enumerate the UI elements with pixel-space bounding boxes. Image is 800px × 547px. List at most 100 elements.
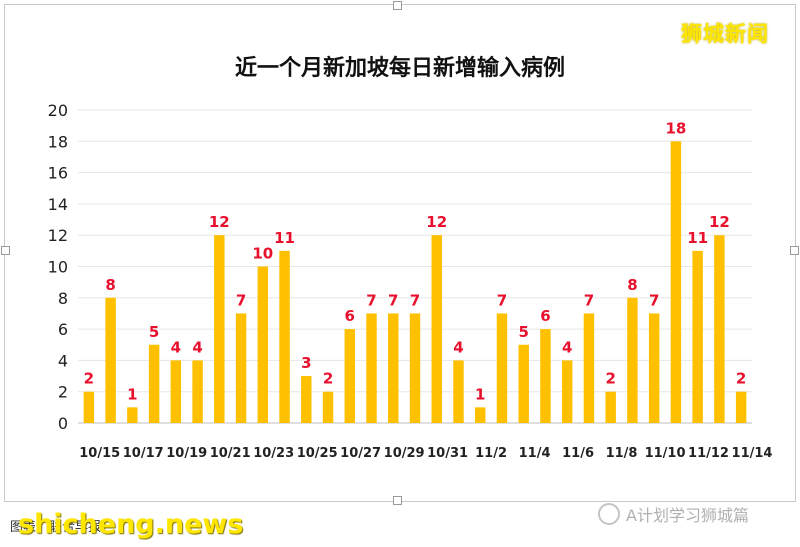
resize-handle-right[interactable] xyxy=(790,246,799,255)
data-label: 8 xyxy=(105,276,115,294)
bar xyxy=(148,344,160,423)
bar xyxy=(83,391,95,423)
bar xyxy=(431,235,442,423)
y-tick-label: 12 xyxy=(48,226,68,245)
data-label: 1 xyxy=(127,385,137,403)
x-tick-label: 10/23 xyxy=(253,446,294,461)
y-tick-label: 0 xyxy=(58,414,68,433)
y-tick-label: 14 xyxy=(48,195,68,214)
data-label: 7 xyxy=(388,291,398,309)
y-tick-label: 6 xyxy=(58,320,68,339)
data-label: 4 xyxy=(453,338,463,356)
data-label: 7 xyxy=(497,291,507,309)
bar xyxy=(214,235,225,423)
bar xyxy=(127,407,138,423)
data-label: 2 xyxy=(84,370,94,388)
bar xyxy=(648,313,660,423)
data-label: 7 xyxy=(649,291,659,309)
y-tick-label: 16 xyxy=(48,164,68,183)
resize-handle-top[interactable] xyxy=(393,1,402,10)
bar xyxy=(235,313,247,423)
bar xyxy=(605,391,616,423)
x-tick-label: 10/17 xyxy=(123,446,164,461)
data-label: 4 xyxy=(562,338,572,356)
data-label: 18 xyxy=(665,119,686,137)
x-tick-label: 10/29 xyxy=(384,446,425,461)
x-tick-label: 11/10 xyxy=(645,446,686,461)
x-tick-label: 10/31 xyxy=(427,446,468,461)
data-label: 7 xyxy=(584,291,594,309)
bar xyxy=(540,329,551,423)
bar xyxy=(692,250,703,423)
data-label: 6 xyxy=(540,307,550,325)
x-tick-label: 10/21 xyxy=(210,446,251,461)
data-label: 2 xyxy=(736,370,746,388)
data-label: 7 xyxy=(236,291,246,309)
x-tick-label: 11/14 xyxy=(732,446,773,461)
y-tick-label: 4 xyxy=(58,351,68,370)
resize-handle-left[interactable] xyxy=(1,246,10,255)
x-tick-label: 10/19 xyxy=(166,446,207,461)
data-label: 6 xyxy=(345,307,355,325)
data-label: 7 xyxy=(410,291,420,309)
source-caption: 图表：联合早报 xyxy=(10,520,102,535)
x-tick-label: 11/2 xyxy=(475,446,507,461)
bar xyxy=(714,235,725,423)
x-tick-label: 11/12 xyxy=(688,446,729,461)
bar xyxy=(627,297,638,423)
y-tick-label: 18 xyxy=(48,132,68,151)
bar xyxy=(192,360,203,423)
data-label: 5 xyxy=(518,323,528,341)
bar xyxy=(735,391,747,423)
bar xyxy=(388,313,399,423)
bar xyxy=(583,313,595,423)
x-tick-label: 10/27 xyxy=(340,446,381,461)
data-label: 1 xyxy=(475,385,485,403)
wechat-account-name: A计划学习狮城篇 xyxy=(626,506,749,525)
x-tick-label: 10/25 xyxy=(297,446,338,461)
data-label: 12 xyxy=(709,213,730,231)
y-tick-label: 10 xyxy=(48,258,68,277)
wechat-account: A计划学习狮城篇 xyxy=(598,502,749,526)
data-label: 11 xyxy=(274,229,295,247)
data-label: 4 xyxy=(171,338,181,356)
wechat-icon xyxy=(598,503,620,525)
data-label: 7 xyxy=(366,291,376,309)
bar xyxy=(475,407,486,423)
x-tick-label: 11/6 xyxy=(562,446,594,461)
bar xyxy=(561,360,573,423)
bar xyxy=(105,297,116,423)
data-label: 12 xyxy=(209,213,230,231)
bar xyxy=(409,313,421,423)
bar xyxy=(496,313,508,423)
chart-title: 近一个月新加坡每日新增输入病例 xyxy=(234,56,565,81)
y-tick-label: 8 xyxy=(58,289,68,308)
resize-handle-bottom[interactable] xyxy=(393,496,402,505)
data-label: 12 xyxy=(426,213,447,231)
site-watermark: shicheng.news xyxy=(18,509,244,540)
bar xyxy=(322,391,334,423)
data-label: 8 xyxy=(627,276,637,294)
data-label: 10 xyxy=(252,245,273,263)
data-label: 11 xyxy=(687,229,708,247)
bar xyxy=(453,360,464,423)
bar xyxy=(279,250,290,423)
y-tick-label: 2 xyxy=(58,383,68,402)
data-label: 2 xyxy=(605,370,615,388)
data-label: 4 xyxy=(192,338,202,356)
watermark-logo-text: 狮城新闻 xyxy=(681,22,769,46)
data-label: 2 xyxy=(323,370,333,388)
data-label: 5 xyxy=(149,323,159,341)
data-label: 3 xyxy=(301,354,311,372)
bar xyxy=(170,360,182,423)
bar xyxy=(366,313,377,423)
bar xyxy=(344,329,355,423)
bar xyxy=(670,141,682,424)
bar xyxy=(257,266,269,423)
bar xyxy=(301,376,312,423)
x-tick-label: 11/8 xyxy=(606,446,638,461)
y-tick-label: 20 xyxy=(48,101,68,120)
x-tick-label: 10/15 xyxy=(79,446,120,461)
bar xyxy=(518,344,529,423)
